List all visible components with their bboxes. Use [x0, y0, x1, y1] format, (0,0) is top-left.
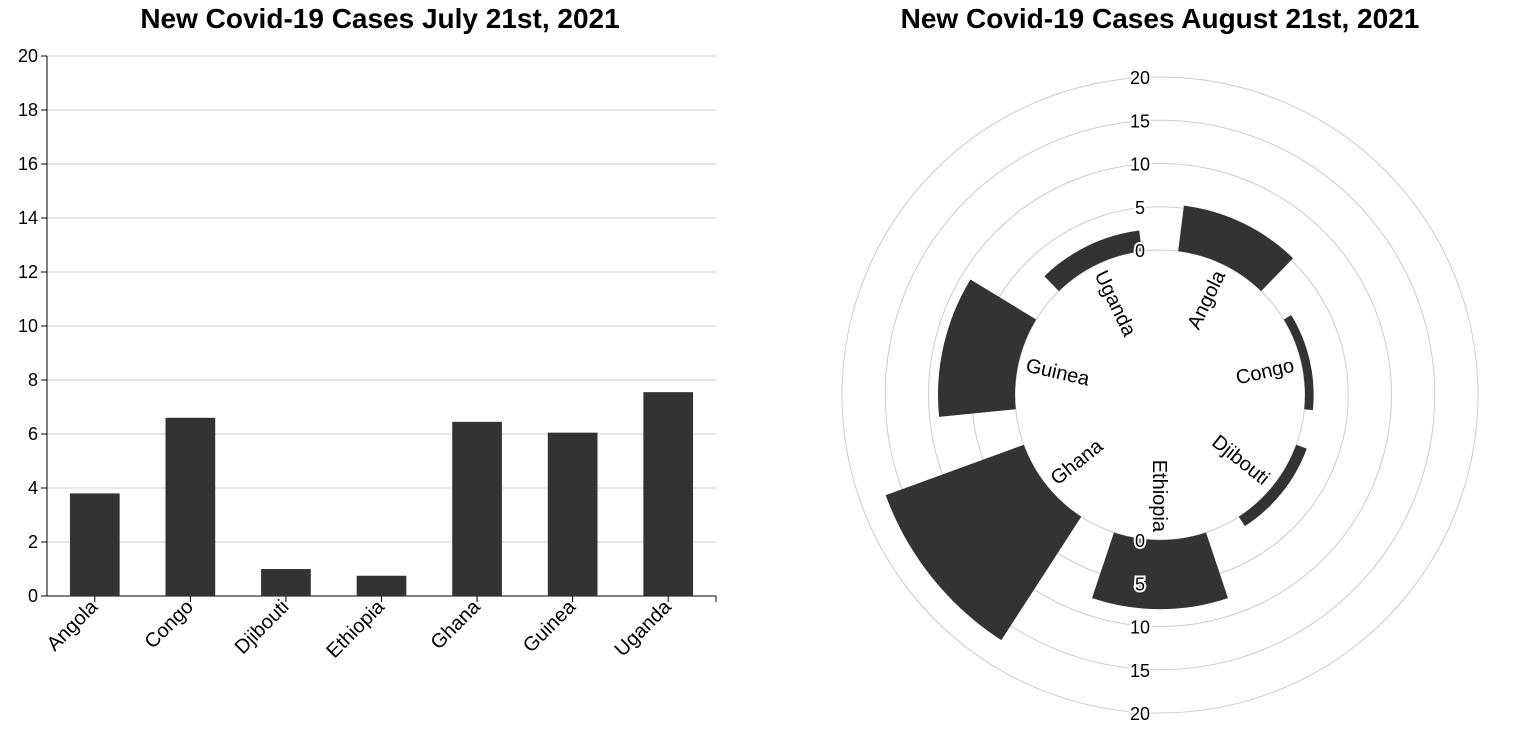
category-label: Ethiopia: [1148, 460, 1170, 533]
category-label: Uganda: [1090, 267, 1141, 340]
bar-congo: [1283, 315, 1314, 411]
y-tick-label: 8: [28, 370, 38, 390]
x-tick-label: Angola: [43, 595, 103, 655]
chart-title-right: New Covid-19 Cases August 21st, 2021: [900, 3, 1420, 34]
bar-guinea: [547, 432, 598, 596]
bar-angola: [1178, 205, 1294, 292]
r-tick-label: 5: [1135, 198, 1145, 218]
bar-chart: 0 2 4 6 8 10 12 14 16 18 20 Angola Congo Djibouti Ethi…: [18, 46, 717, 663]
y-tick-label: 6: [28, 424, 38, 444]
r-tick-label: 0: [1135, 531, 1145, 551]
y-tick-label: 16: [18, 154, 38, 174]
bar-uganda: [1044, 230, 1142, 292]
bar-guinea: [938, 279, 1037, 417]
x-tick-label: Ghana: [427, 595, 486, 654]
radial-gridline: [884, 119, 1436, 671]
r-tick-label: 20: [1130, 704, 1150, 724]
category-label: Djibouti: [1207, 431, 1273, 490]
bar-ethiopia: [356, 575, 407, 596]
x-tick-label: Congo: [141, 596, 198, 653]
bar-djibouti: [261, 569, 311, 596]
radial-gridline: [841, 76, 1479, 714]
y-tick-label: 18: [18, 100, 38, 120]
bar-angola: [69, 493, 120, 596]
bar-uganda: [643, 392, 694, 596]
radial-gridline: [928, 163, 1392, 627]
y-tick-label: 12: [18, 262, 38, 282]
x-tick-label: Ethiopia: [322, 595, 389, 662]
bar-ethiopia: [1091, 532, 1229, 610]
bar-congo: [165, 417, 216, 596]
y-tick-label: 2: [28, 532, 38, 552]
chart-title-left: New Covid-19 Cases July 21st, 2021: [140, 3, 620, 34]
y-tick-label: 14: [18, 208, 38, 228]
r-tick-label: 0: [1135, 241, 1145, 261]
x-tick-label: Uganda: [611, 595, 677, 661]
x-tick-label: Djibouti: [231, 596, 294, 659]
r-tick-label: 10: [1130, 155, 1150, 175]
category-label: Congo: [1234, 355, 1296, 390]
x-tick-label: Guinea: [519, 595, 581, 657]
r-tick-label: 10: [1130, 618, 1150, 638]
y-tick-label: 0: [28, 586, 38, 606]
bar-ghana: [452, 421, 502, 596]
category-label: Ghana: [1047, 435, 1108, 490]
r-tick-label: 15: [1130, 111, 1150, 131]
bar-djibouti: [1238, 444, 1307, 527]
y-tick-label: 20: [18, 46, 38, 66]
y-tick-label: 4: [28, 478, 38, 498]
category-label: Guinea: [1024, 355, 1093, 391]
r-tick-label: 5: [1135, 574, 1145, 594]
r-tick-label: 15: [1130, 661, 1150, 681]
r-tick-label: 20: [1130, 68, 1150, 88]
category-label: Angola: [1183, 266, 1230, 332]
bar-ghana: [885, 444, 1082, 641]
y-tick-label: 10: [18, 316, 38, 336]
